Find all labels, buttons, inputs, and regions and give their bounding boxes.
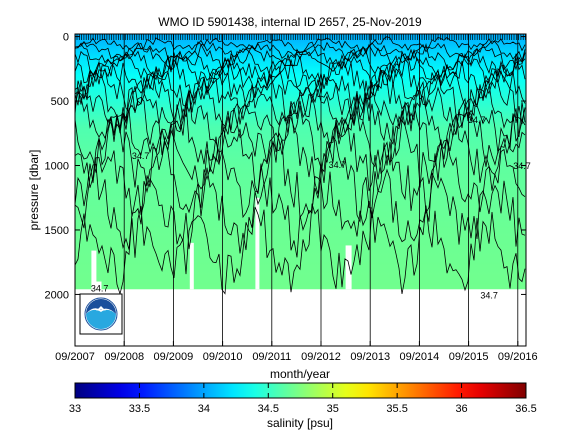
- plot-frame: [74, 33, 527, 347]
- colorbar-tick-label: 34: [198, 403, 210, 415]
- x-tick-label: 09/2012: [301, 351, 341, 363]
- colorbar-tick-label: 36: [455, 403, 467, 415]
- contour-line: [75, 36, 526, 53]
- contour-line: [75, 86, 526, 156]
- x-tick-label: 09/2013: [350, 351, 390, 363]
- x-tick-label: 09/2007: [55, 351, 95, 363]
- contour-line: [75, 68, 526, 125]
- contour-line: [75, 40, 526, 63]
- contour-line: [75, 50, 526, 90]
- colorbar-tick-label: 34.5: [258, 403, 279, 415]
- data-gap: [345, 245, 352, 290]
- x-tick-label: 09/2015: [449, 351, 489, 363]
- contour-line: [75, 101, 526, 175]
- x-tick-label: 09/2011: [252, 351, 291, 363]
- contour-label: 34.7: [91, 283, 109, 293]
- x-tick-label: 09/2014: [400, 351, 440, 363]
- colorbar-tick-label: 35.5: [386, 403, 407, 415]
- contour-label: 34.7: [329, 160, 347, 170]
- colorbar-tick-label: 33.5: [129, 403, 150, 415]
- colorbar-tick-label: 35: [327, 403, 339, 415]
- contour-label: 34.7: [480, 290, 498, 300]
- x-tick-label: 09/2010: [203, 351, 243, 363]
- data-gap: [189, 242, 194, 290]
- x-tick-label: 09/2009: [154, 351, 194, 363]
- contour-label: 34.7: [132, 151, 150, 161]
- data-gap: [91, 250, 97, 290]
- colorbar: 33 33.5 34 34.5 35 35.5 36 36.5: [69, 382, 537, 415]
- y-tick-label: 500: [51, 96, 69, 108]
- contour-line: [75, 54, 526, 100]
- data-gap: [255, 197, 260, 290]
- noaa-logo: [79, 293, 123, 335]
- colorbar-tick-label: 33: [69, 403, 81, 415]
- x-tick-label: 09/2008: [104, 351, 144, 363]
- y-tick-label: 1000: [45, 161, 69, 173]
- x-tick-label: 09/2016: [498, 351, 538, 363]
- contour-line: [75, 163, 526, 258]
- data-gap: [95, 281, 102, 290]
- x-axis-label: month/year: [270, 367, 330, 381]
- contour-line: [75, 113, 526, 195]
- y-axis-label: pressure [dbar]: [27, 150, 41, 231]
- colorbar-label: salinity [psu]: [267, 416, 333, 430]
- contour-line: [75, 79, 526, 138]
- contour-label: 34.7: [468, 115, 486, 125]
- chart-title: WMO ID 5901438, internal ID 2657, 25-Nov…: [158, 15, 422, 29]
- y-tick-label: 0: [63, 32, 69, 44]
- y-tick-label: 2000: [45, 289, 69, 301]
- colorbar-tick-label: 36.5: [515, 403, 536, 415]
- contour-line: [75, 203, 526, 296]
- y-tick-label: 1500: [45, 225, 69, 237]
- plot-area: [75, 34, 526, 346]
